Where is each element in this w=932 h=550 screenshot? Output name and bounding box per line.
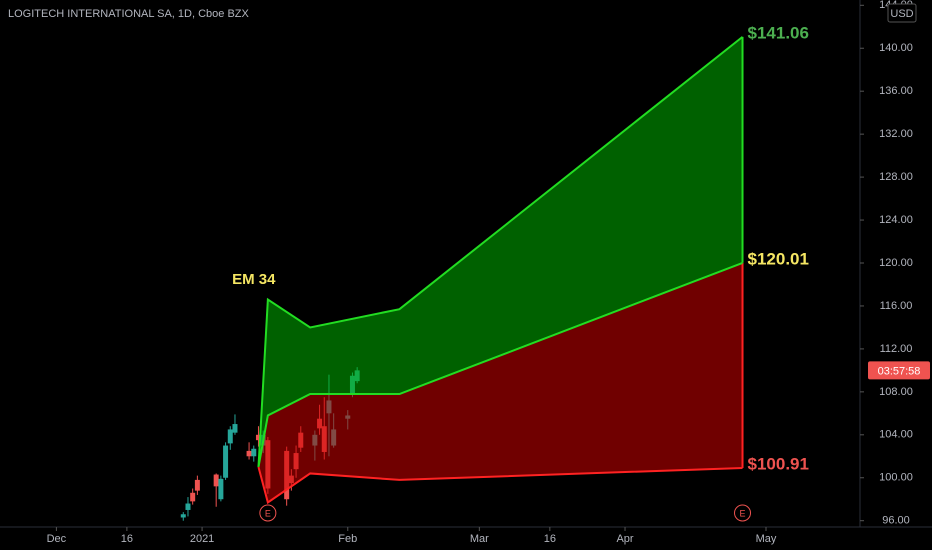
earnings-label: E	[740, 508, 746, 518]
x-tick-label: 16	[121, 533, 133, 545]
y-tick-label: 104.00	[879, 429, 913, 441]
candle-body	[246, 450, 252, 457]
band-line	[257, 36, 744, 468]
earnings-label: E	[265, 508, 271, 518]
candle-body	[185, 503, 191, 510]
y-tick-label: 100.00	[879, 472, 913, 484]
candle-body	[190, 492, 196, 502]
candle-body	[218, 478, 224, 500]
chart-title: LOGITECH INTERNATIONAL SA, 1D, Cboe BZX	[8, 8, 249, 20]
y-tick-label: 128.00	[879, 171, 913, 183]
candle-body	[213, 474, 219, 487]
annotation: EM 34	[232, 271, 276, 288]
price-tag	[868, 361, 930, 380]
candle-body	[194, 479, 200, 491]
band-value-label: $120.01	[748, 249, 809, 268]
band-value-label: $100.91	[748, 454, 809, 473]
candle-body	[223, 445, 229, 478]
y-tick-label: 132.00	[879, 128, 913, 140]
y-tick-label: 112.00	[880, 343, 913, 355]
x-tick-label: 2021	[190, 533, 214, 545]
candle-body	[251, 448, 257, 457]
candle-body	[227, 429, 233, 444]
candle-body	[232, 424, 238, 433]
x-tick-label: 16	[544, 533, 556, 545]
y-tick-label: 136.00	[879, 85, 913, 97]
y-tick-label: 140.00	[879, 42, 913, 54]
upper-band-area	[258, 36, 743, 468]
band-line	[257, 466, 743, 505]
y-tick-label: 120.00	[879, 257, 913, 269]
candle-body	[255, 434, 261, 441]
x-tick-label: Feb	[338, 533, 357, 545]
band-line	[257, 261, 743, 468]
earnings-marker	[734, 504, 752, 522]
earnings-marker	[259, 504, 277, 522]
candle-body	[180, 514, 186, 518]
x-tick-label: Apr	[616, 533, 633, 545]
currency-box	[887, 3, 917, 23]
currency: USD	[890, 8, 913, 20]
y-tick-label: 96.00	[882, 515, 910, 527]
x-tick-label: Dec	[47, 533, 67, 545]
y-tick-label: 124.00	[879, 214, 913, 226]
y-tick-label: 108.00	[879, 386, 913, 398]
y-tick-label: 116.00	[880, 300, 913, 312]
x-tick-label: May	[756, 533, 777, 545]
lower-band-area	[258, 262, 743, 503]
band-value-label: $141.06	[748, 23, 809, 42]
countdown: 03:57:58	[878, 365, 921, 377]
x-tick-label: Mar	[470, 533, 489, 545]
